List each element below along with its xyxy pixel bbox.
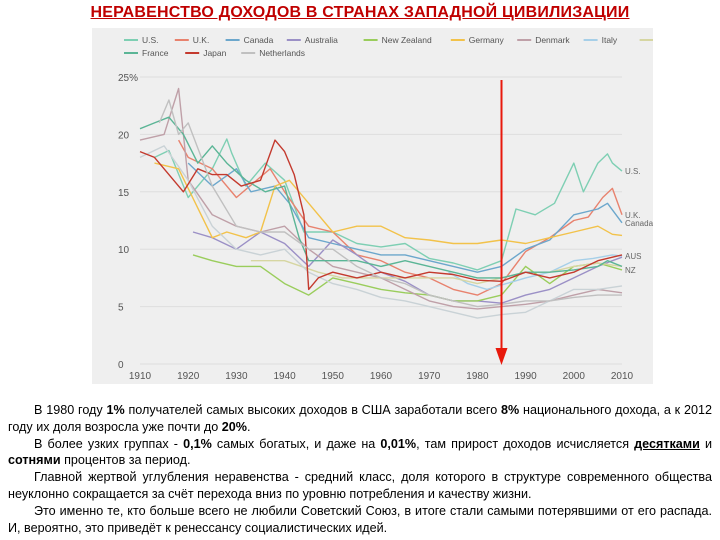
emphasis-text: десятками <box>634 436 700 451</box>
legend-label: New Zealand <box>382 35 432 45</box>
series-line-germany <box>154 162 623 245</box>
x-tick-label: 1940 <box>273 371 296 382</box>
text-run: В более узких группах - <box>34 436 184 451</box>
legend-label: U.K. <box>193 35 210 45</box>
legend-label: France <box>142 48 169 58</box>
paragraph-1: В 1980 году 1% получателей самых высоких… <box>8 402 712 436</box>
x-tick-label: 1920 <box>177 371 200 382</box>
x-tick-label: 1980 <box>466 371 489 382</box>
text-run: В 1980 году <box>34 403 107 417</box>
legend-label: Italy <box>602 35 618 45</box>
series-line-canada <box>187 162 623 273</box>
x-tick-label: 1960 <box>370 371 393 382</box>
legend-label: Netherlands <box>259 48 305 58</box>
series-end-label: Canada <box>625 219 653 228</box>
paragraph-2: В более узких группах - 0,1% самых богат… <box>8 436 712 470</box>
legend-label: U.S. <box>142 35 159 45</box>
text-run: процентов за период. <box>60 453 191 468</box>
text-run: национального дохода, а к 2012 году их д… <box>8 403 712 434</box>
emphasis-text: сотнями <box>8 453 61 468</box>
marker-arrow-head <box>495 348 508 365</box>
x-tick-label: 2000 <box>563 371 586 382</box>
y-tick-label: 0 <box>118 360 124 371</box>
x-tick-label: 1930 <box>225 371 248 382</box>
legend-label: Denmark <box>535 35 570 45</box>
legend-label: Australia <box>305 35 338 45</box>
emphasis-text: 20% <box>221 419 247 434</box>
text-run: самых богатых, и даже на <box>211 436 381 451</box>
chart-panel: 0 5 10 15 20 25% 1910 1920 1930 1940 1950 1960 1970 1… <box>92 28 653 384</box>
series-line-sweden <box>139 145 623 319</box>
x-tick-label: 1910 <box>129 371 152 382</box>
text-run: . <box>246 419 251 434</box>
text-run: Главной жертвой углубления неравенства -… <box>8 470 712 501</box>
emphasis-text: 0,1% <box>183 436 212 451</box>
series-line-france <box>139 116 623 279</box>
legend-label: Japan <box>203 48 226 58</box>
series-end-label: U.S. <box>625 167 641 176</box>
series-line-u-s- <box>154 138 623 271</box>
x-tick-label: 1970 <box>418 371 441 382</box>
emphasis-text: 1% <box>106 403 125 417</box>
text-run: Это именно те, кто больше всего не любил… <box>8 503 712 535</box>
y-tick-label: 15 <box>118 188 130 199</box>
series-line-new-zealand <box>192 254 623 302</box>
text-run: , там прирост доходов исчисляется <box>416 436 635 451</box>
y-tick-label: 20 <box>118 130 130 141</box>
emphasis-text: 0,01% <box>380 436 417 451</box>
text-run: получателей самых высоких доходов в США … <box>124 403 501 417</box>
x-tick-label: 1950 <box>322 371 345 382</box>
paragraph-3: Главной жертвой углубления неравенства -… <box>8 469 712 503</box>
x-tick-label: 1990 <box>514 371 537 382</box>
series-end-label: U.K. <box>625 211 641 220</box>
legend-label: Germany <box>469 35 505 45</box>
y-tick-label: 5 <box>118 303 124 314</box>
description-text: В 1980 году 1% получателей самых высоких… <box>8 402 712 536</box>
series-end-label: NZ <box>625 266 636 275</box>
legend-label: Canada <box>244 35 274 45</box>
emphasis-text: 8% <box>501 403 520 417</box>
series-end-label: AUS <box>625 252 641 261</box>
income-share-line-chart: 0 5 10 15 20 25% 1910 1920 1930 1940 1950 1960 1970 1… <box>118 35 653 382</box>
y-tick-label: 10 <box>118 245 130 256</box>
paragraph-4: Это именно те, кто больше всего не любил… <box>8 503 712 537</box>
series-line-netherlands <box>158 99 622 308</box>
y-tick-label: 25% <box>118 73 138 84</box>
text-run: и <box>699 436 713 451</box>
page-title: НЕРАВЕНСТВО ДОХОДОВ В СТРАНАХ ЗАПАДНОЙ Ц… <box>90 4 630 21</box>
x-tick-label: 2010 <box>611 371 634 382</box>
series-line-denmark <box>139 87 623 310</box>
series-line-australia <box>192 231 623 304</box>
